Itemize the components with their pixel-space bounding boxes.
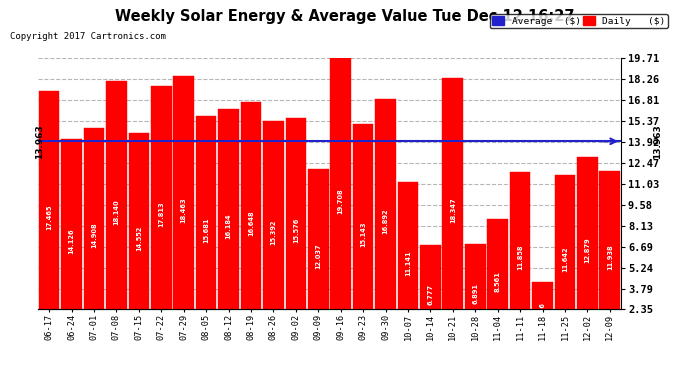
Bar <box>61 139 82 344</box>
Text: 11.858: 11.858 <box>517 245 523 270</box>
Text: 12.037: 12.037 <box>315 243 322 269</box>
Bar <box>106 81 127 344</box>
Bar <box>263 121 284 344</box>
Bar <box>487 219 508 344</box>
Text: 13.963: 13.963 <box>34 124 43 159</box>
Text: 15.392: 15.392 <box>270 219 277 245</box>
Text: 6.891: 6.891 <box>472 283 478 304</box>
Text: 12.879: 12.879 <box>584 237 591 263</box>
Text: Weekly Solar Energy & Average Value Tue Dec 12 16:27: Weekly Solar Energy & Average Value Tue … <box>115 9 575 24</box>
Text: 15.681: 15.681 <box>203 217 209 243</box>
Bar <box>442 78 463 344</box>
Text: 11.938: 11.938 <box>607 244 613 270</box>
Bar <box>532 282 553 344</box>
Text: 17.813: 17.813 <box>158 202 164 227</box>
Bar <box>39 91 59 344</box>
Bar <box>196 116 217 344</box>
Bar <box>83 128 104 344</box>
Bar <box>375 99 396 344</box>
Text: Copyright 2017 Cartronics.com: Copyright 2017 Cartronics.com <box>10 32 166 41</box>
Bar <box>577 157 598 344</box>
Text: 16.892: 16.892 <box>382 209 388 234</box>
Bar <box>420 245 441 344</box>
Text: 19.708: 19.708 <box>337 188 344 214</box>
Text: 11.642: 11.642 <box>562 246 568 272</box>
Text: 8.561: 8.561 <box>495 271 501 292</box>
Bar <box>173 76 194 344</box>
Text: 6.777: 6.777 <box>427 284 433 305</box>
Text: 11.141: 11.141 <box>405 250 411 276</box>
Bar <box>128 133 149 344</box>
Text: 14.126: 14.126 <box>68 228 75 254</box>
Bar <box>353 124 373 344</box>
Text: 17.465: 17.465 <box>46 204 52 230</box>
Bar <box>218 109 239 344</box>
Text: 15.576: 15.576 <box>293 218 299 243</box>
Text: 4.276: 4.276 <box>540 302 546 323</box>
Text: 16.184: 16.184 <box>226 213 232 239</box>
Text: 14.552: 14.552 <box>136 225 142 251</box>
Bar <box>555 175 575 344</box>
Text: 13.963: 13.963 <box>653 124 662 159</box>
Bar <box>308 169 328 344</box>
Legend: Average  ($), Daily   ($): Average ($), Daily ($) <box>489 14 668 28</box>
Text: 18.347: 18.347 <box>450 198 456 223</box>
Bar <box>397 182 418 344</box>
Text: 16.648: 16.648 <box>248 210 254 236</box>
Bar <box>600 171 620 344</box>
Bar <box>286 118 306 344</box>
Text: 15.143: 15.143 <box>360 221 366 246</box>
Bar <box>331 58 351 344</box>
Bar <box>510 172 531 344</box>
Bar <box>151 86 172 344</box>
Bar <box>465 244 486 344</box>
Bar <box>241 102 262 344</box>
Text: 18.140: 18.140 <box>113 199 119 225</box>
Text: 18.463: 18.463 <box>181 197 187 223</box>
Text: 14.908: 14.908 <box>91 223 97 248</box>
